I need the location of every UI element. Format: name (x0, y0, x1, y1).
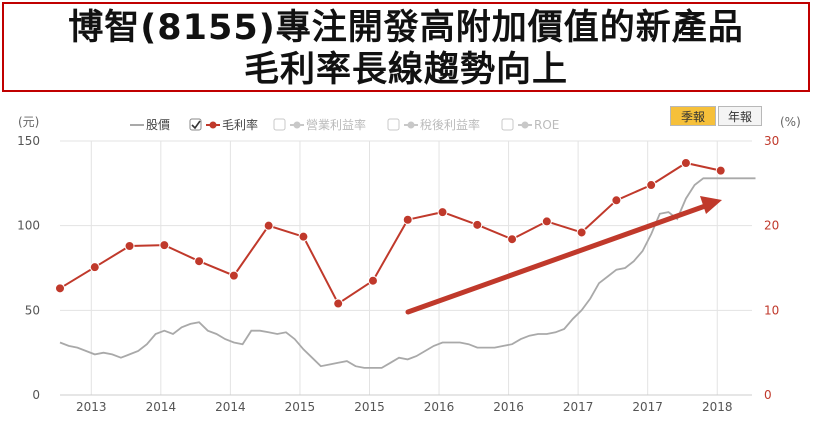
gross-margin-point (333, 298, 344, 309)
gross-margin-point (402, 214, 413, 225)
legend-checkbox[interactable] (387, 118, 400, 131)
gross-margin-point (680, 158, 691, 169)
legend-item-label: 股價 (146, 118, 170, 132)
legend-checkbox[interactable] (501, 118, 514, 131)
legend-dot-marker (521, 121, 529, 129)
gross-margin-point (541, 216, 552, 227)
left-axis-tick-label: 150 (17, 134, 40, 148)
x-axis-tick-label: 2016 (493, 400, 524, 414)
right-axis-unit: (%) (780, 115, 801, 129)
gross-margin-point (646, 180, 657, 191)
gross-margin-point (437, 207, 448, 218)
x-axis-tick-label: 2015 (354, 400, 385, 414)
x-axis-tick-label: 2017 (632, 400, 663, 414)
legend-dot-marker (407, 121, 415, 129)
right-axis-tick-label: 0 (764, 388, 772, 402)
legend-checkbox[interactable] (273, 118, 286, 131)
legend-item-label: 營業利益率 (306, 117, 366, 132)
left-axis-unit: (元) (18, 115, 39, 129)
left-axis-tick-label: 50 (25, 303, 40, 317)
x-axis-tick-label: 2014 (215, 400, 246, 414)
right-axis-tick-label: 10 (764, 303, 779, 317)
x-axis-tick-label: 2014 (146, 400, 177, 414)
gross-margin-point (472, 219, 483, 230)
trend-arrow-shaft (405, 202, 711, 315)
gross-margin-point (298, 231, 309, 242)
right-axis-tick-label: 30 (764, 134, 779, 148)
gross-margin-line (59, 161, 721, 306)
quarterly-button[interactable]: 季報 (670, 106, 716, 126)
gross-margin-point (124, 240, 135, 251)
title-banner: 博智(8155)專注開發高附加價值的新產品 毛利率長線趨勢向上 (2, 2, 810, 92)
annual-button[interactable]: 年報 (718, 106, 762, 126)
gross-margin-point (55, 283, 65, 294)
x-axis-tick-label: 2018 (702, 400, 733, 414)
chart-area: 0 50 100 150 0 10 20 30 (元) (%) 2013 2014 2014 2015 20… (17, 115, 801, 414)
legend-item-label: 稅後利益率 (420, 117, 480, 132)
x-axis-tick-label: 2016 (424, 400, 455, 414)
gross-margin-point (576, 227, 587, 238)
legend-dot-marker (209, 121, 217, 129)
x-axis-tick-label: 2013 (76, 400, 107, 414)
legend-dot-marker (293, 121, 301, 129)
left-axis-tick-label: 100 (17, 219, 40, 233)
left-axis-tick-label: 0 (32, 388, 40, 402)
right-axis-tick-label: 20 (764, 219, 779, 233)
check-icon (191, 120, 201, 130)
legend-checkbox[interactable] (189, 118, 202, 131)
x-axis-tick-label: 2015 (285, 400, 316, 414)
gross-margin-point (263, 220, 274, 231)
title-line-1: 博智(8155)專注開發高附加價值的新產品 (68, 8, 744, 48)
x-axis-tick-label: 2017 (563, 400, 594, 414)
gross-margin-point (228, 270, 239, 281)
gross-margin-point (159, 240, 170, 251)
trend-arrow-head (700, 196, 722, 214)
legend-item-label: 毛利率 (222, 117, 258, 132)
gross-margin-point (194, 256, 205, 267)
gross-margin-point (367, 275, 378, 286)
title-line-2: 毛利率長線趨勢向上 (243, 50, 568, 90)
gross-margin-point (611, 195, 622, 206)
stock-price-line (59, 177, 756, 369)
legend-item-label: ROE (534, 118, 559, 132)
gross-margin-point (715, 165, 726, 176)
gross-margin-point (507, 234, 518, 245)
gross-margin-point (89, 262, 100, 273)
